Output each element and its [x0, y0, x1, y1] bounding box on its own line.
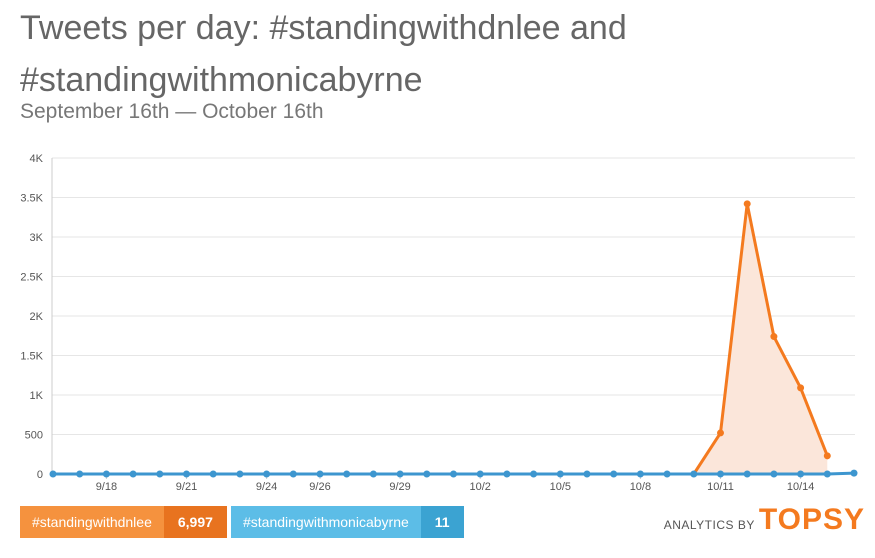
- data-point: [636, 470, 644, 478]
- series-area: [53, 203, 828, 474]
- data-point: [209, 470, 217, 478]
- x-tick-label: 9/29: [389, 481, 410, 493]
- data-point: [102, 470, 110, 478]
- x-tick-label: 9/24: [256, 481, 277, 493]
- data-point: [823, 470, 831, 478]
- data-point: [530, 470, 538, 478]
- data-point: [743, 200, 751, 208]
- x-tick-label: 9/21: [176, 481, 197, 493]
- legend-label: #standingwithdnlee: [20, 506, 164, 538]
- x-tick-label: 10/5: [550, 481, 571, 493]
- data-point: [663, 470, 671, 478]
- x-tick-label: 10/14: [787, 481, 815, 493]
- x-tick-label: 9/18: [96, 481, 117, 493]
- data-point: [476, 470, 484, 478]
- x-tick-label: 10/8: [630, 481, 651, 493]
- legend-item-standingwithdnlee[interactable]: #standingwithdnlee 6,997: [20, 506, 227, 538]
- legend-count: 6,997: [163, 506, 227, 538]
- data-series: [49, 200, 858, 478]
- y-tick-label: 4K: [30, 153, 44, 165]
- data-point: [450, 470, 457, 478]
- y-tick-label: 0: [37, 469, 43, 481]
- data-point: [583, 470, 591, 478]
- data-point: [797, 384, 805, 392]
- topsy-branding[interactable]: ANALYTICS BY TOPSY: [664, 503, 865, 537]
- data-point: [263, 470, 271, 478]
- data-point: [556, 470, 564, 478]
- y-tick-label: 500: [25, 430, 43, 442]
- data-point: [503, 470, 511, 478]
- x-tick-label: 10/2: [469, 481, 490, 493]
- data-point: [76, 470, 84, 478]
- data-point: [183, 470, 190, 478]
- data-point: [289, 470, 297, 478]
- y-tick-label: 1.5K: [20, 351, 43, 363]
- chart-title: Tweets per day: #standingwithdnlee and #…: [20, 9, 627, 99]
- y-axis-ticks: 0 500 1K 1.5K 2K 2.5K 3K 3.5K 4K: [20, 153, 43, 481]
- y-tick-label: 2K: [30, 311, 44, 323]
- chart-subtitle: September 16th — October 16th: [20, 100, 324, 123]
- data-point: [343, 470, 351, 478]
- data-point: [396, 470, 404, 478]
- data-point: [423, 470, 431, 478]
- data-point: [156, 470, 164, 478]
- data-point: [717, 429, 724, 437]
- y-tick-label: 3.5K: [20, 193, 43, 205]
- data-point: [129, 470, 137, 478]
- y-tick-label: 1K: [30, 390, 44, 402]
- topsy-logo: TOPSY: [758, 503, 865, 536]
- data-point: [49, 470, 57, 478]
- data-point: [690, 470, 698, 478]
- data-point: [316, 470, 324, 478]
- legend-label: #standingwithmonicabyrne: [231, 506, 421, 538]
- legend-count: 11: [420, 506, 464, 538]
- data-point: [770, 333, 778, 341]
- legend-item-standingwithmonicabyrne[interactable]: #standingwithmonicabyrne 11: [231, 506, 464, 538]
- x-tick-label: 10/11: [707, 481, 734, 493]
- y-tick-label: 3K: [30, 232, 44, 244]
- data-point: [797, 470, 805, 478]
- data-point: [610, 470, 618, 478]
- data-point: [823, 452, 831, 460]
- y-tick-label: 2.5K: [20, 272, 43, 284]
- tweets-per-day-chart: 0 500 1K 1.5K 2K 2.5K 3K 3.5K 4K 9/18 9/21 9/24 9/2…: [20, 153, 858, 493]
- data-point: [369, 470, 377, 478]
- x-tick-label: 9/26: [309, 481, 330, 493]
- data-point: [743, 470, 751, 478]
- data-point: [850, 469, 858, 477]
- series-line: [53, 202, 829, 476]
- data-point: [770, 470, 778, 478]
- data-point: [717, 470, 724, 478]
- data-point: [236, 470, 244, 478]
- analytics-by-label: ANALYTICS BY: [663, 518, 755, 532]
- x-axis-ticks: 9/18 9/21 9/24 9/26 9/29 10/2 10/5 10/8 10/11 10/…: [96, 474, 815, 493]
